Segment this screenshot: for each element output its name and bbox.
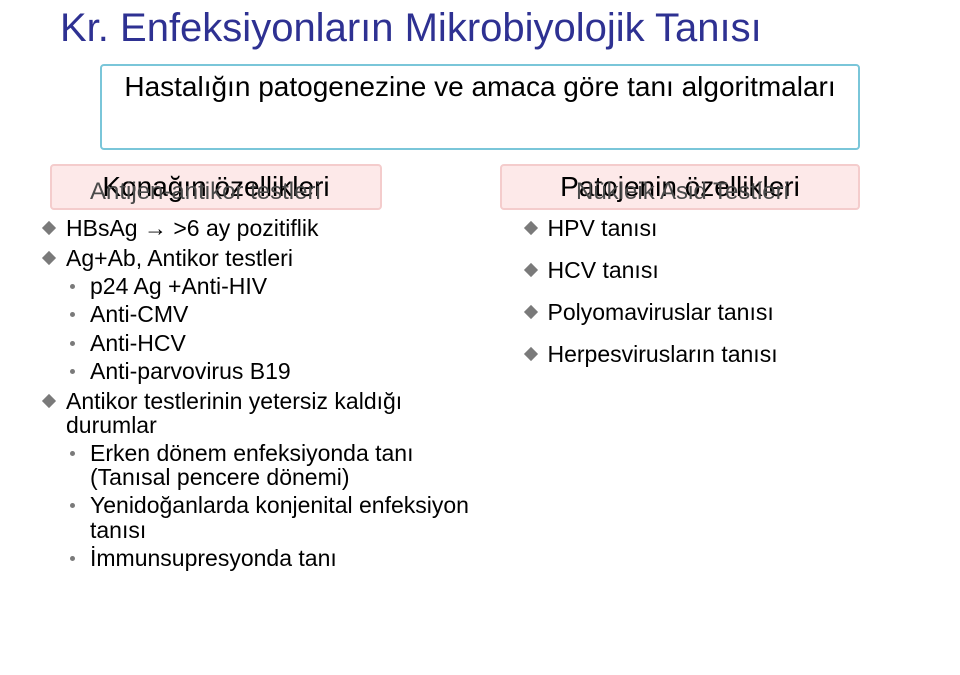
list-item: HBsAg → >6 ay pozitiflik xyxy=(40,216,492,240)
subhead-right: Nükleik Asid Testleri xyxy=(576,178,789,206)
list-subitem-label: Erken dönem enfeksiyonda tanı xyxy=(90,440,413,466)
list-item-label: Antikor testlerinin yetersiz kaldığı dur… xyxy=(66,388,402,438)
list-subitem: Erken dönem enfeksiyonda tanı (Tanısal p… xyxy=(68,441,492,489)
concept-box-top: Hastalığın patogenezine ve amaca göre ta… xyxy=(100,64,860,150)
slide-title: Kr. Enfeksiyonların Mikrobiyolojik Tanıs… xyxy=(0,0,960,50)
list-item: Herpesvirusların tanısı xyxy=(522,342,931,366)
list-item: HPV tanısı xyxy=(522,216,931,240)
list-item: Antikor testlerinin yetersiz kaldığı dur… xyxy=(40,389,492,570)
list-subitem-note: (Tanısal pencere dönemi) xyxy=(90,464,350,490)
content-columns: HBsAg → >6 ay pozitiflik Ag+Ab, Antikor … xyxy=(40,216,930,665)
list-subitem: p24 Ag +Anti-HIV xyxy=(68,274,492,298)
list-item: Ag+Ab, Antikor testleri p24 Ag +Anti-HIV… xyxy=(40,246,492,383)
right-column: HPV tanısı HCV tanısı Polyomaviruslar ta… xyxy=(492,216,931,665)
list-item: Polyomaviruslar tanısı xyxy=(522,300,931,324)
list-subitem: Yenidoğanlarda konjenital enfeksiyon tan… xyxy=(68,493,492,541)
list-subitem: İmmunsupresyonda tanı xyxy=(68,546,492,570)
left-column: HBsAg → >6 ay pozitiflik Ag+Ab, Antikor … xyxy=(40,216,492,665)
list-subitem: Anti-HCV xyxy=(68,331,492,355)
list-subitem: Anti-CMV xyxy=(68,302,492,326)
list-item-label: HBsAg → >6 ay pozitiflik xyxy=(66,215,318,241)
list-subitem: Anti-parvovirus B19 xyxy=(68,359,492,383)
list-item: HCV tanısı xyxy=(522,258,931,282)
subhead-left: Antijen-antikor testleri xyxy=(90,178,321,206)
list-item-label: Ag+Ab, Antikor testleri xyxy=(66,245,293,271)
